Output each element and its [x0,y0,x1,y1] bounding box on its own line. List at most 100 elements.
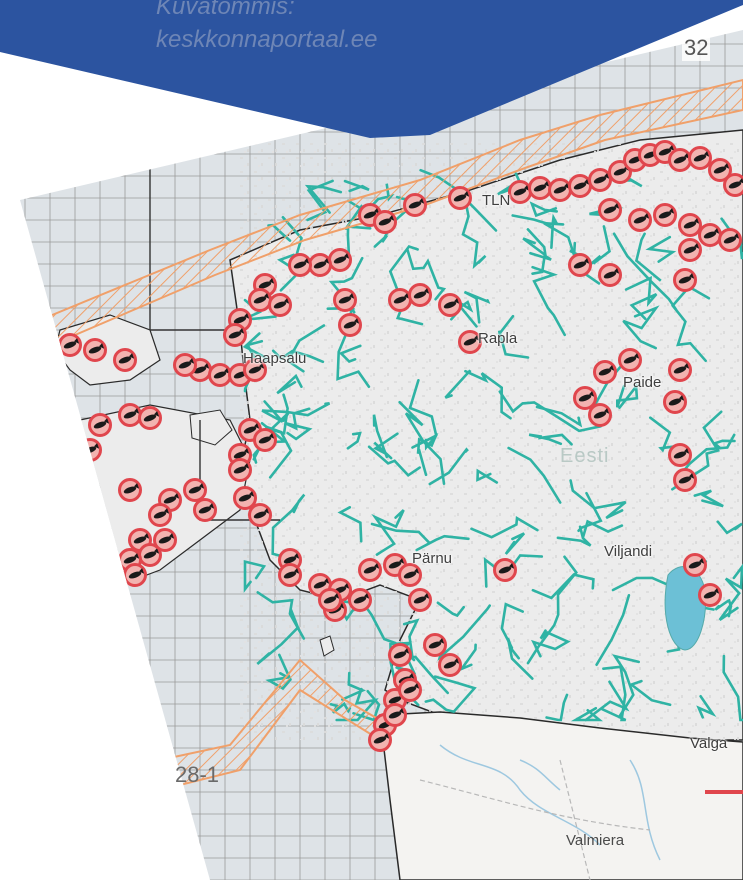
fish-marker[interactable] [83,338,107,362]
fish-marker[interactable] [438,293,462,317]
fish-marker[interactable] [148,503,172,527]
fish-marker[interactable] [348,588,372,612]
fish-marker[interactable] [358,558,382,582]
fish-marker[interactable] [248,503,272,527]
fish-marker[interactable] [78,438,102,462]
fish-marker[interactable] [388,288,412,312]
fish-marker[interactable] [58,333,82,357]
fish-marker[interactable] [88,413,112,437]
fish-marker[interactable] [373,210,397,234]
fish-marker[interactable] [338,313,362,337]
fish-marker[interactable] [328,248,352,272]
fish-marker[interactable] [598,198,622,222]
label-rapla: Rapla [478,330,518,347]
fish-icon [673,366,687,374]
fish-marker[interactable] [708,158,732,182]
fish-icon [688,561,702,569]
fish-marker[interactable] [673,468,697,492]
fish-tail-icon [409,673,415,679]
fish-tail-icon [694,243,700,249]
river-segment [628,679,672,707]
fish-marker[interactable] [663,390,687,414]
fish-marker[interactable] [688,146,712,170]
fish-marker[interactable] [508,180,532,204]
river-segment [600,665,627,722]
fish-marker[interactable] [383,703,407,727]
fish-marker[interactable] [318,588,342,612]
fish-marker[interactable] [118,478,142,502]
fish-tail-icon [734,233,740,239]
fish-marker[interactable] [448,186,472,210]
fish-marker[interactable] [423,633,447,657]
fish-marker[interactable] [698,223,722,247]
fish-marker[interactable] [388,643,412,667]
fish-marker[interactable] [573,386,597,410]
river-segment [261,400,331,423]
fish-marker[interactable] [403,193,427,217]
fish-marker[interactable] [438,653,462,677]
fish-marker[interactable] [568,253,592,277]
fish-icon [353,596,367,604]
fish-tail-icon [689,473,695,479]
fish-marker[interactable] [618,348,642,372]
fish-marker[interactable] [593,360,617,384]
fish-marker[interactable] [368,728,392,752]
river-segment [531,573,595,600]
fish-marker[interactable] [548,178,572,202]
fish-marker[interactable] [458,330,482,354]
fish-marker[interactable] [118,403,142,427]
label-tallinn: TLN [482,192,511,209]
fish-marker[interactable] [173,353,197,377]
fish-marker[interactable] [243,358,267,382]
caption-line-2: keskkonnaportaal.ee [156,26,378,53]
fish-marker[interactable] [698,583,722,607]
fish-marker[interactable] [568,174,592,198]
fish-marker[interactable] [718,228,742,252]
fish-marker[interactable] [678,238,702,262]
fish-marker[interactable] [223,323,247,347]
fish-marker[interactable] [308,253,332,277]
fish-marker[interactable] [723,173,743,197]
fish-marker[interactable] [398,678,422,702]
fish-marker[interactable] [588,168,612,192]
fish-marker[interactable] [628,208,652,232]
fish-marker[interactable] [668,358,692,382]
fish-marker[interactable] [598,263,622,287]
fish-marker[interactable] [153,528,177,552]
fish-tail-icon [704,151,710,157]
fish-tail-icon [689,273,695,279]
fish-marker[interactable] [668,148,692,172]
fish-marker[interactable] [683,553,707,577]
fish-marker[interactable] [288,253,312,277]
fish-marker[interactable] [253,428,277,452]
fish-marker[interactable] [668,443,692,467]
river-segment [243,559,267,593]
fish-marker[interactable] [408,588,432,612]
fish-marker[interactable] [123,563,147,587]
fish-icon [253,296,267,304]
fish-marker[interactable] [588,403,612,427]
fish-marker[interactable] [398,563,422,587]
fish-marker[interactable] [193,498,217,522]
fish-marker[interactable] [268,293,292,317]
fish-marker[interactable] [278,563,302,587]
fish-icon [728,181,742,189]
fish-marker[interactable] [678,213,702,237]
river-segment [612,654,640,718]
fish-marker[interactable] [493,558,517,582]
fish-marker[interactable] [653,203,677,227]
fish-icon [388,696,402,704]
fish-marker[interactable] [673,268,697,292]
fish-marker[interactable] [248,288,272,312]
fish-marker[interactable] [333,288,357,312]
fish-marker[interactable] [113,348,137,372]
river-segment [528,433,573,446]
fish-marker[interactable] [208,363,232,387]
fish-marker[interactable] [183,478,207,502]
fish-marker[interactable] [228,458,252,482]
fish-marker[interactable] [528,176,552,200]
fish-marker[interactable] [408,283,432,307]
fish-marker[interactable] [233,486,257,510]
fish-marker[interactable] [138,406,162,430]
fish-icon [93,421,107,429]
